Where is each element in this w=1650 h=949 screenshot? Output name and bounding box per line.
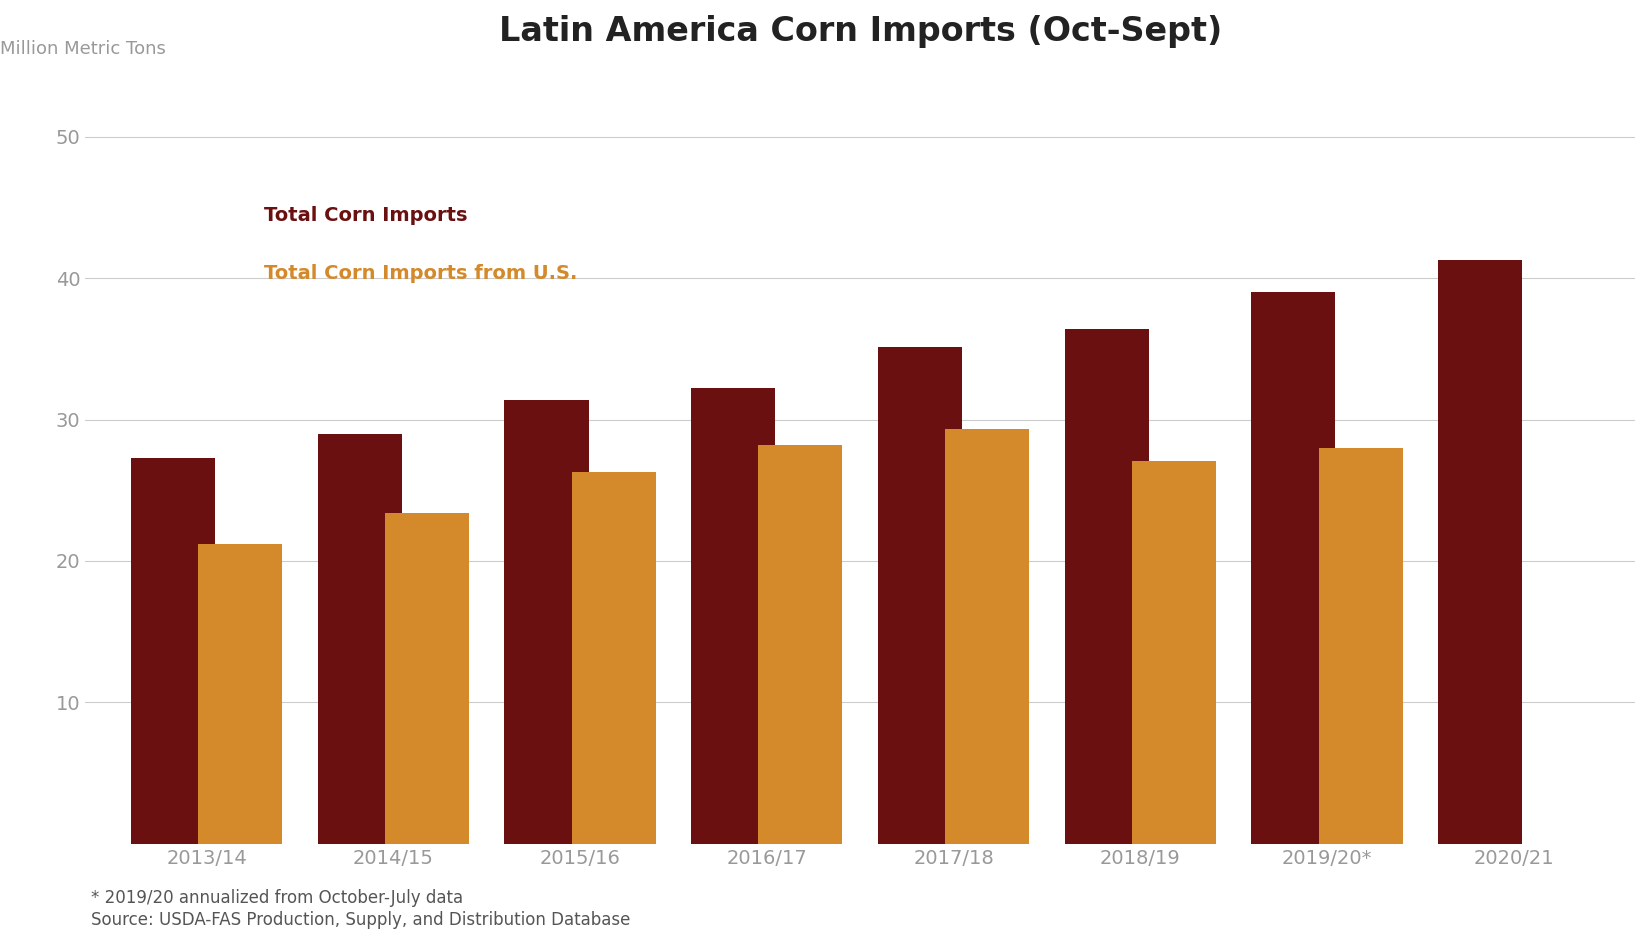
Text: Total Corn Imports from U.S.: Total Corn Imports from U.S. <box>264 265 578 284</box>
Bar <box>1251 292 1335 844</box>
Text: Total Corn Imports: Total Corn Imports <box>264 206 467 225</box>
Bar <box>1318 448 1402 844</box>
Bar <box>945 429 1030 844</box>
Text: Source: USDA-FAS Production, Supply, and Distribution Database: Source: USDA-FAS Production, Supply, and… <box>91 911 630 929</box>
Text: * 2019/20 annualized from October-July data: * 2019/20 annualized from October-July d… <box>91 889 464 907</box>
Bar <box>691 388 776 844</box>
Bar <box>130 457 214 844</box>
Text: Million Metric Tons: Million Metric Tons <box>0 40 167 58</box>
Bar <box>1064 329 1148 844</box>
Bar <box>318 434 403 844</box>
Bar <box>198 544 282 844</box>
Bar <box>384 512 469 844</box>
Bar <box>505 400 589 844</box>
Bar <box>1439 260 1521 844</box>
Bar <box>759 445 843 844</box>
Bar <box>878 347 962 844</box>
Bar <box>1132 460 1216 844</box>
Title: Latin America Corn Imports (Oct-Sept): Latin America Corn Imports (Oct-Sept) <box>498 15 1221 48</box>
Bar <box>571 472 655 844</box>
